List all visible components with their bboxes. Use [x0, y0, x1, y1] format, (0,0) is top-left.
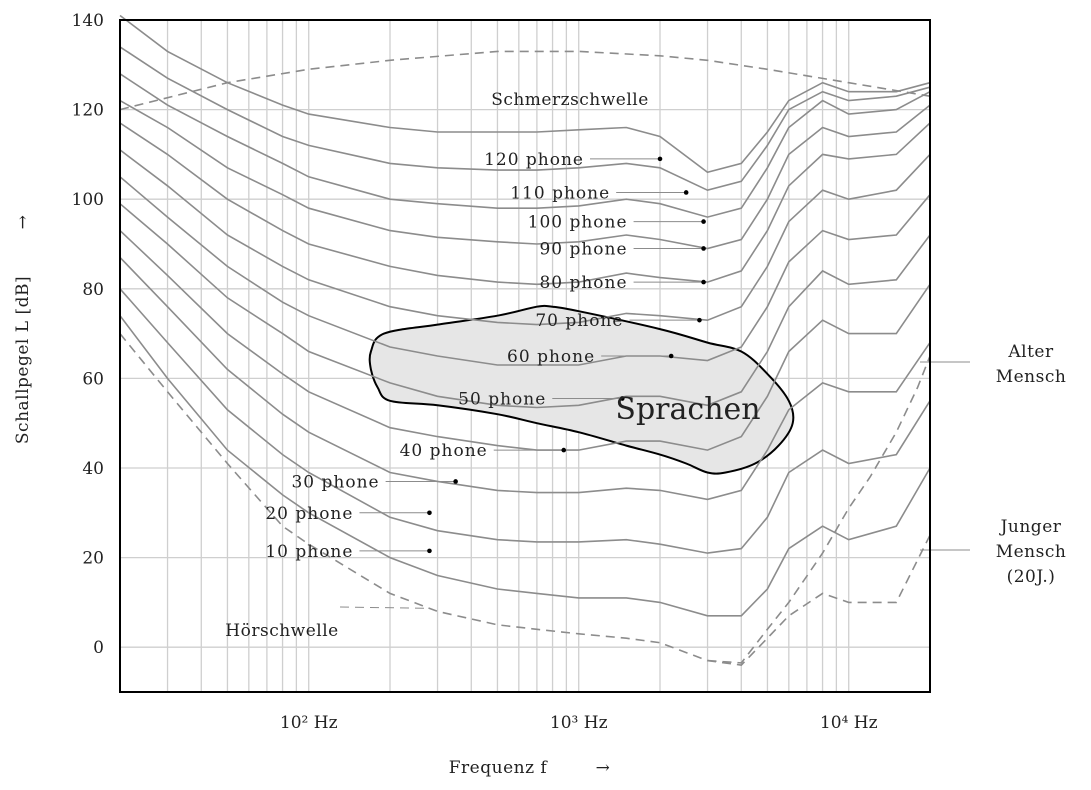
label-anchor-dot — [619, 396, 625, 401]
label-anchor-dot — [453, 479, 458, 484]
label-anchor-dot — [701, 219, 706, 224]
phon-curve-label: 110 phone — [510, 183, 610, 203]
phon-curves — [119, 14, 931, 617]
label-anchor-dot — [683, 190, 689, 195]
phon-curve-label: 80 phone — [539, 273, 627, 293]
plot-frame — [119, 19, 931, 693]
y-tick-label: 0 — [93, 638, 104, 658]
phon-curve-60 — [119, 176, 931, 366]
dashed-curve — [119, 333, 931, 666]
y-axis-title: Schallpegel L [dB] — [13, 276, 33, 444]
schmerzschwelle-label: Schmerzschwelle — [491, 90, 649, 110]
x-tick-label: 10² Hz — [280, 713, 338, 733]
y-tick-labels: 0 20 40 60 80 100 120 140 — [72, 11, 104, 658]
y-tick-label: 20 — [82, 549, 104, 569]
phon-curve-label: 70 phone — [535, 311, 623, 331]
phon-curve-50 — [119, 203, 931, 409]
phon-curve-label: 50 phone — [458, 390, 546, 410]
x-tick-labels: 10² Hz 10³ Hz 10⁴ Hz — [280, 713, 878, 733]
dashed-curve — [707, 355, 931, 664]
label-anchor-dot — [701, 246, 706, 251]
alter-label-line2: Mensch — [996, 367, 1067, 387]
y-tick-label: 80 — [82, 280, 104, 300]
x-axis-title: Frequenz f — [449, 758, 549, 778]
hoerschwelle-leader — [339, 606, 430, 609]
phon-curve-100 — [119, 73, 931, 218]
sprachen-label: Sprachen — [615, 392, 760, 427]
phon-curve-label: 90 phone — [539, 239, 627, 259]
speech-region — [368, 304, 795, 475]
label-anchor-dot — [697, 317, 702, 323]
phon-curve-label: 40 phone — [400, 441, 488, 461]
x-tick-label: 10⁴ Hz — [820, 713, 878, 733]
phon-curve-labels: 10 phone 20 phone 30 phone 40 phone 50 phone… — [265, 150, 706, 562]
phon-curve-label: 100 phone — [528, 213, 628, 233]
phon-curve-label: 30 phone — [291, 472, 379, 492]
phon-curve-30 — [119, 256, 931, 501]
phon-curve-40 — [119, 230, 931, 451]
hoerschwelle-label: Hörschwelle — [225, 621, 338, 641]
phon-curve-120 — [119, 14, 931, 174]
y-axis-arrow: → — [13, 215, 33, 230]
y-tick-label: 40 — [82, 459, 104, 479]
junger-label-line2: Mensch — [996, 542, 1067, 562]
label-anchor-dot — [427, 510, 432, 516]
junger-label-line3: (20J.) — [1007, 567, 1056, 587]
x-tick-label: 10³ Hz — [550, 713, 608, 733]
phon-curve-70 — [119, 149, 931, 326]
phon-curve-label: 10 phone — [265, 542, 353, 562]
x-axis-arrow: → — [596, 758, 611, 778]
phon-curve-110 — [119, 46, 931, 192]
y-tick-label: 100 — [72, 190, 104, 210]
phon-curve-label: 20 phone — [265, 504, 353, 524]
label-anchor-dot — [427, 548, 432, 554]
dashed-curve — [119, 50, 931, 111]
label-anchor-dot — [668, 353, 674, 359]
phon-curve-10 — [119, 315, 931, 617]
alter-label-line1: Alter — [1007, 342, 1054, 362]
label-anchor-dot — [657, 156, 663, 162]
y-tick-label: 120 — [72, 101, 104, 121]
threshold-curves — [119, 50, 931, 666]
phon-curve-label: 60 phone — [507, 347, 595, 367]
label-anchor-dot — [701, 279, 706, 285]
y-tick-label: 140 — [72, 11, 104, 31]
phon-curve-80 — [119, 122, 931, 286]
phon-curve-label: 120 phone — [484, 150, 584, 170]
label-anchor-dot — [561, 447, 567, 453]
phon-curve-90 — [119, 99, 931, 250]
y-tick-label: 60 — [82, 369, 104, 389]
junger-label-line1: Junger — [999, 517, 1062, 537]
phon-curve-20 — [119, 288, 931, 554]
label-leaders — [339, 158, 970, 609]
